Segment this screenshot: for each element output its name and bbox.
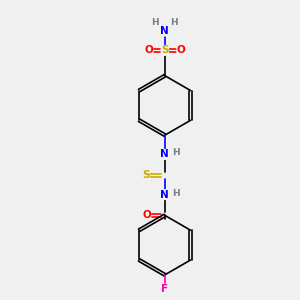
Text: F: F [161,284,168,294]
Text: O: O [177,45,186,56]
Text: H: H [172,189,180,198]
Text: O: O [144,45,153,56]
Text: N: N [160,26,169,36]
Text: H: H [171,18,178,27]
Text: H: H [172,148,180,158]
Text: N: N [160,149,169,160]
Text: H: H [152,18,159,27]
Text: O: O [142,210,151,220]
Text: S: S [142,170,149,180]
Text: S: S [161,45,169,56]
Text: N: N [160,190,169,200]
